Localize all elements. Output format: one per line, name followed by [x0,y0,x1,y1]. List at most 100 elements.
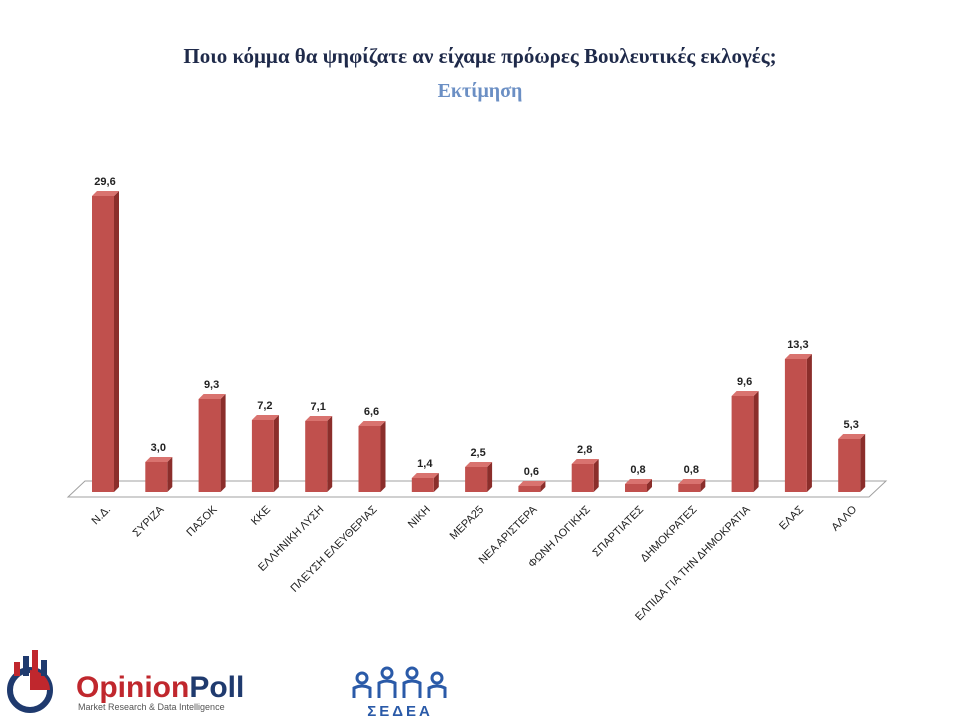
bar-top [92,191,119,196]
opinionpoll-logo: OpinionPoll Market Research & Data Intel… [7,650,244,713]
category-label: ΠΛΕΥΣΗ ΕΛΕΥΘΕΡΙΑΣ [288,504,379,595]
data-label: 6,6 [364,406,379,418]
data-label: 2,8 [577,444,592,456]
sedea-people-icon [352,666,447,698]
bar-front [625,484,647,492]
bar-front [411,478,434,492]
category-label: Ν.Δ. [89,504,113,528]
bar-5 [305,416,333,492]
bar-11 [625,479,652,492]
data-label: 1,4 [417,458,433,470]
bar-7 [411,473,439,492]
bar-side [487,462,493,492]
category-label: ΕΛΠΙΔΑ ΓΙΑ ΤΗΝ ΔΗΜΟΚΡΑΤΙΑ [633,503,753,623]
bar-front [251,420,274,492]
bar-front [784,359,807,492]
data-label: 2,5 [470,447,485,459]
bar-14 [784,354,812,492]
bar-top [358,421,386,426]
chart-subtitle: Εκτίμηση [437,80,523,102]
bar-top [731,391,759,396]
bar-front [838,439,861,492]
bar-13 [731,391,759,492]
bar-front [731,396,754,492]
bar-top [145,457,173,462]
bar-8 [465,462,493,492]
opinionpoll-name-part1: Opinion [76,671,189,704]
bar-1 [92,191,119,492]
bar-2 [145,457,173,492]
bar-side [380,421,386,492]
bar-6 [358,421,386,492]
data-label: 5,3 [844,419,859,431]
bar-9 [518,481,546,492]
bar-top [678,479,706,484]
bar-top [625,479,652,484]
bar-front [305,421,328,492]
bar-top [518,481,546,486]
bar-3 [198,394,226,492]
bar-side [273,415,279,492]
bar-front [92,196,114,492]
sedea-name: ΣΕΔΕΑ [367,703,433,720]
svg-text:OpinionPoll: OpinionPoll [76,671,244,704]
category-label: ΜΕΡΑ25 [448,504,487,543]
category-label: ΚΚΕ [249,504,273,528]
bar-front [358,426,381,492]
bar-front [198,399,221,492]
data-label: 13,3 [787,339,808,351]
bar-side [327,416,333,492]
opinionpoll-tagline: Market Research & Data Intelligence [78,702,225,712]
bar-front [678,484,701,492]
category-label: ΝΙΚΗ [406,504,433,531]
bar-front [465,467,488,492]
bar-10 [571,459,599,492]
bar-12 [678,479,706,492]
bar-side [593,459,599,492]
bar-side [700,479,706,492]
bar-top [411,473,439,478]
bar-top [465,462,493,467]
bar-side [806,354,812,492]
category-label: ΑΛΛΟ [829,503,859,533]
bar-front [518,486,541,492]
bar-side [167,457,173,492]
bar-side [114,191,119,492]
bar-4 [251,415,279,492]
bar-side [220,394,226,492]
sedea-logo: ΣΕΔΕΑ [352,666,447,720]
bar-top [784,354,812,359]
data-label: 0,8 [630,464,645,476]
bar-top [251,415,279,420]
data-label: 7,2 [257,400,272,412]
category-label: ΣΥΡΙΖΑ [131,503,167,539]
data-label: 0,6 [524,466,539,478]
opinionpoll-logo-mark-icon [7,650,53,713]
bar-front [571,464,594,492]
data-label: 9,3 [204,379,219,391]
bar-side [753,391,759,492]
category-label: ΕΛΑΣ [777,503,806,532]
bar-side [647,479,652,492]
data-label: 29,6 [94,176,115,188]
bar-side [540,481,546,492]
bar-top [198,394,226,399]
bar-side [433,473,439,492]
category-label: ΣΠΑΡΤΙΑΤΕΣ [591,504,647,560]
bar-top [305,416,333,421]
bar-front [145,462,168,492]
data-label: 7,1 [311,401,326,413]
category-label: ΔΗΜΟΚΡΑΤΕΣ [638,503,699,564]
data-label: 9,6 [737,376,752,388]
bar-side [860,434,866,492]
data-label: 3,0 [151,442,166,454]
opinionpoll-name-part2: Poll [189,671,244,704]
bar-15 [838,434,866,492]
category-label: ΠΑΣΟΚ [184,503,220,539]
data-label: 0,8 [684,464,699,476]
chart-title: Ποιο κόμμα θα ψηφίζατε αν είχαμε πρόωρες… [183,44,777,68]
bar-top [571,459,599,464]
bar-top [838,434,866,439]
